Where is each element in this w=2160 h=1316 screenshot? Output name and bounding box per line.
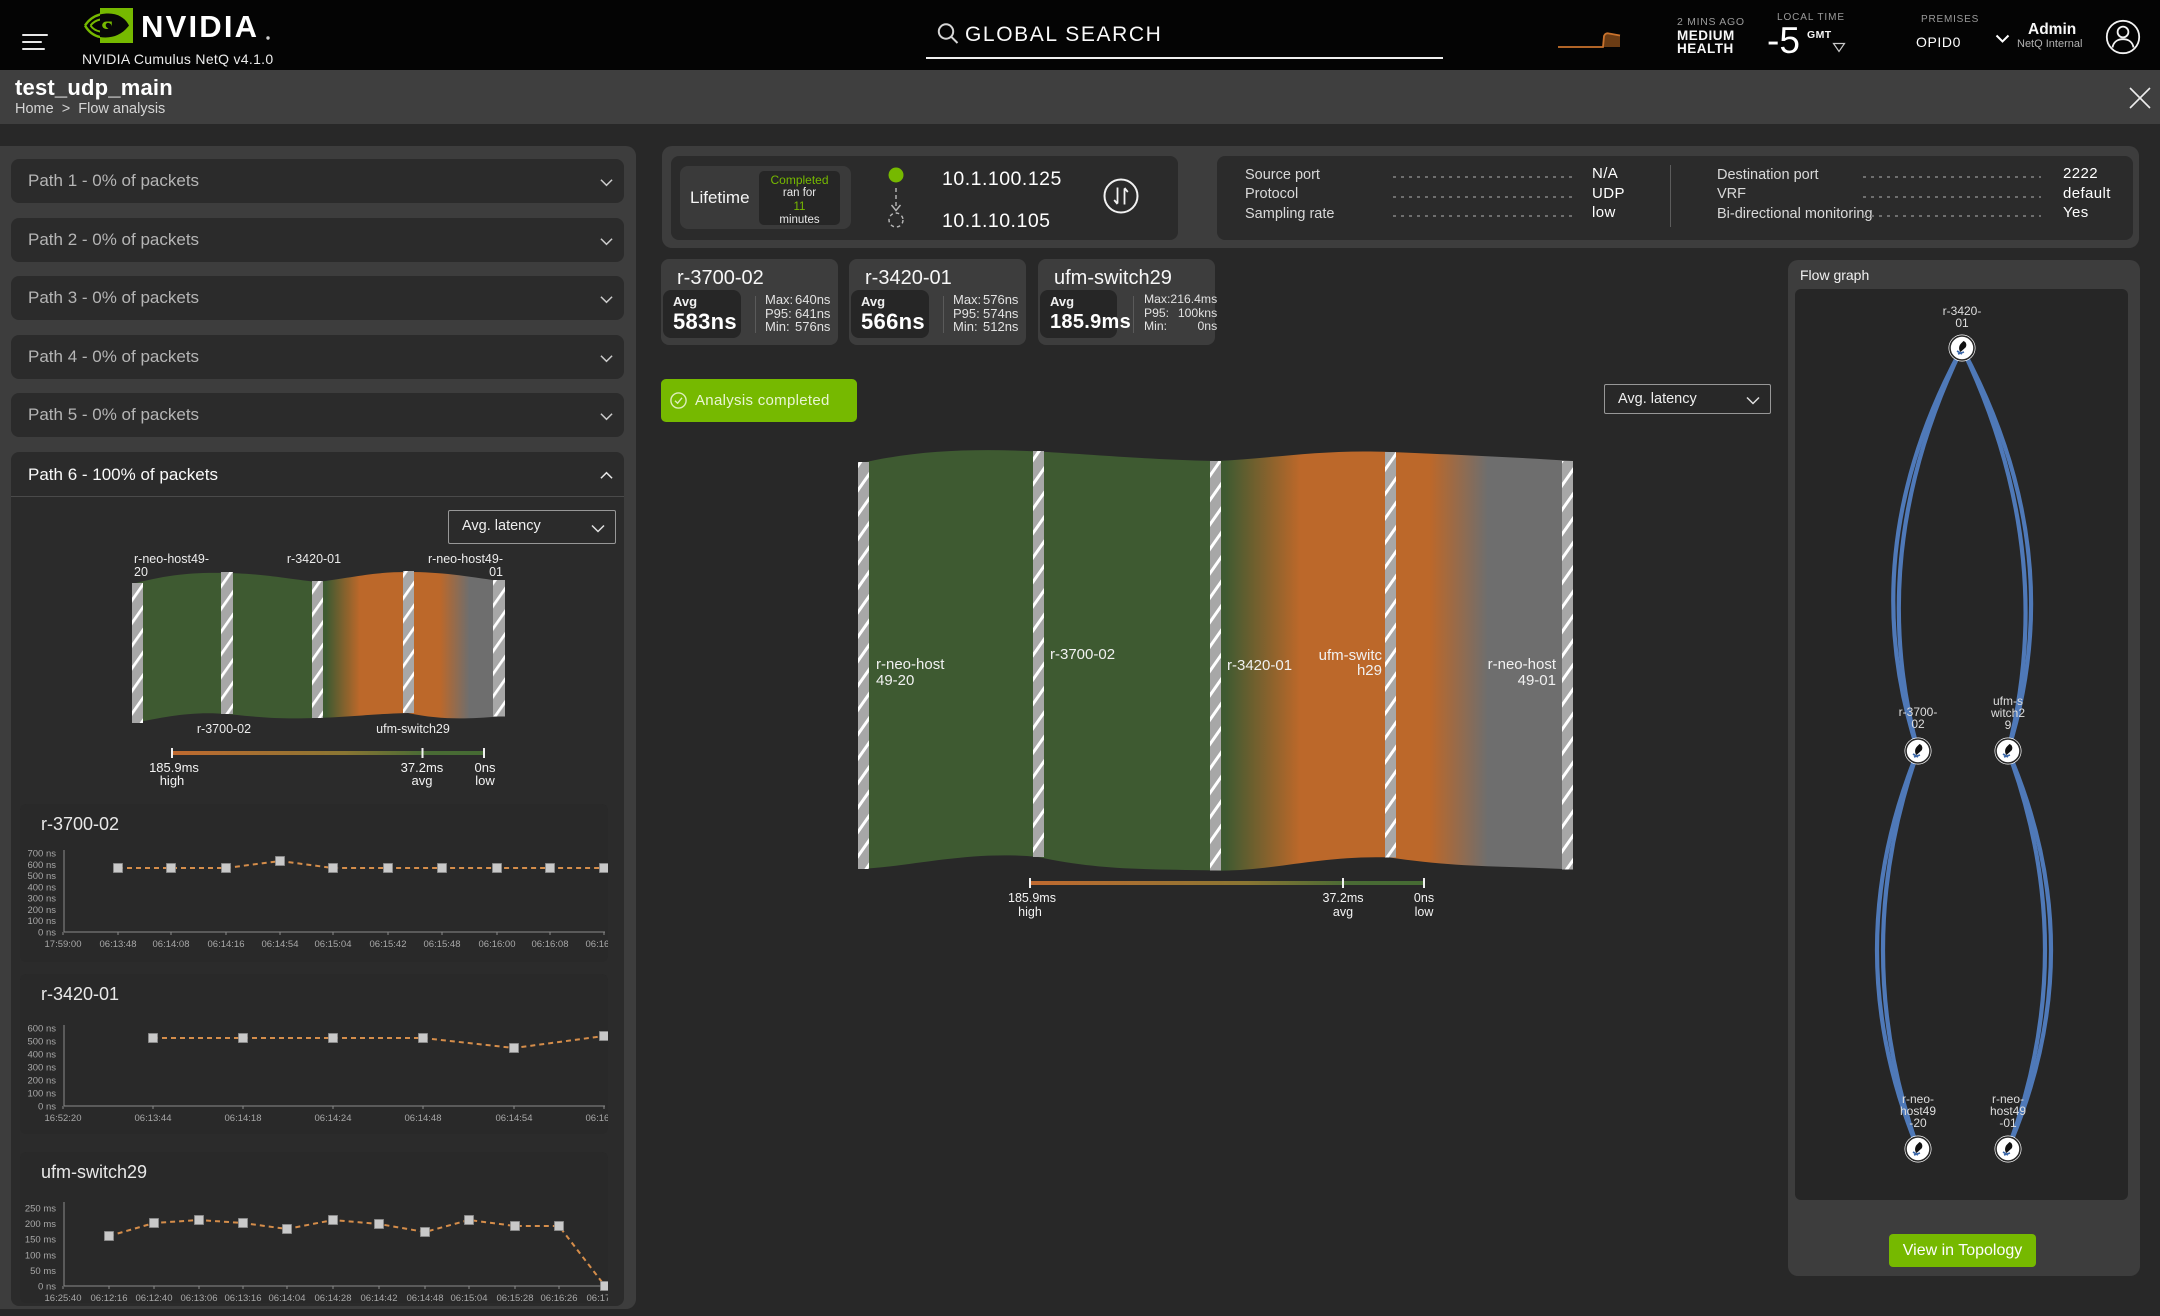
svg-text:r-neo-: r-neo- xyxy=(1902,1092,1934,1106)
svg-text:06:14:28: 06:14:28 xyxy=(315,1293,352,1304)
svg-text:700 ns: 700 ns xyxy=(27,849,56,860)
svg-text:host49: host49 xyxy=(1900,1104,1936,1118)
svg-text:0 ns: 0 ns xyxy=(38,1102,56,1113)
svg-text:16:52:20: 16:52:20 xyxy=(45,1113,82,1124)
svg-text:02: 02 xyxy=(1911,717,1925,731)
svg-text:r-neo-: r-neo- xyxy=(1992,1092,2024,1106)
svg-text:300 ns: 300 ns xyxy=(27,894,56,905)
svg-text:06:14:08: 06:14:08 xyxy=(153,939,190,950)
svg-text:06:13:48: 06:13:48 xyxy=(100,939,137,950)
svg-text:06:14:04: 06:14:04 xyxy=(269,1293,306,1304)
svg-text:high: high xyxy=(1018,905,1042,919)
svg-text:ufm-switc: ufm-switc xyxy=(1319,647,1383,664)
svg-text:06:16:00: 06:16:00 xyxy=(479,939,516,950)
svg-text:host49: host49 xyxy=(1990,1104,2026,1118)
svg-text:high: high xyxy=(160,773,185,788)
svg-text:r-3700-02: r-3700-02 xyxy=(197,722,251,736)
svg-text:06:17:42: 06:17:42 xyxy=(587,1293,608,1304)
svg-text:06:12:40: 06:12:40 xyxy=(136,1293,173,1304)
svg-text:ufm-s: ufm-s xyxy=(1993,694,2023,708)
svg-text:06:14:24: 06:14:24 xyxy=(315,1113,352,1124)
svg-text:avg: avg xyxy=(1333,905,1353,919)
svg-text:06:16:10: 06:16:10 xyxy=(586,939,608,950)
svg-text:low: low xyxy=(1415,905,1435,919)
svg-text:06:13:06: 06:13:06 xyxy=(181,1293,218,1304)
svg-text:06:16:08: 06:16:08 xyxy=(532,939,569,950)
svg-text:20: 20 xyxy=(134,565,148,579)
svg-text:300 ns: 300 ns xyxy=(27,1063,56,1074)
svg-text:avg: avg xyxy=(412,773,433,788)
svg-text:500 ns: 500 ns xyxy=(27,871,56,882)
svg-text:01: 01 xyxy=(489,565,503,579)
svg-text:600 ns: 600 ns xyxy=(27,1024,56,1035)
svg-text:01: 01 xyxy=(1955,316,1969,330)
svg-text:r-3420-01: r-3420-01 xyxy=(1227,657,1292,674)
svg-text:0 ns: 0 ns xyxy=(38,1282,56,1293)
svg-text:100 ns: 100 ns xyxy=(27,916,56,927)
svg-text:r-3420-01: r-3420-01 xyxy=(287,552,341,566)
svg-text:50 ms: 50 ms xyxy=(30,1266,56,1277)
svg-text:low: low xyxy=(475,773,495,788)
svg-text:49-20: 49-20 xyxy=(876,672,914,689)
svg-text:250 ms: 250 ms xyxy=(25,1204,56,1215)
svg-text:r-neo-host49-: r-neo-host49- xyxy=(428,552,503,566)
svg-text:600 ns: 600 ns xyxy=(27,860,56,871)
svg-text:06:13:44: 06:13:44 xyxy=(135,1113,172,1124)
svg-text:06:14:16: 06:14:16 xyxy=(208,939,245,950)
svg-text:r-neo-host: r-neo-host xyxy=(1488,656,1557,673)
svg-text:06:14:54: 06:14:54 xyxy=(262,939,299,950)
svg-text:0 ns: 0 ns xyxy=(38,928,56,939)
svg-text:r-neo-host: r-neo-host xyxy=(876,656,945,673)
svg-text:185.9ms: 185.9ms xyxy=(1008,891,1056,905)
svg-text:9: 9 xyxy=(2005,718,2012,732)
svg-text:06:15:42: 06:15:42 xyxy=(370,939,407,950)
svg-text:NVIDIA: NVIDIA xyxy=(141,9,259,44)
svg-text:0ns: 0ns xyxy=(475,760,496,775)
svg-text:200 ns: 200 ns xyxy=(27,905,56,916)
svg-text:h29: h29 xyxy=(1357,662,1382,679)
svg-text:06:12:16: 06:12:16 xyxy=(91,1293,128,1304)
svg-text:200 ms: 200 ms xyxy=(25,1219,56,1230)
svg-text:37.2ms: 37.2ms xyxy=(1323,891,1364,905)
svg-text:r-3420-: r-3420- xyxy=(1943,304,1982,318)
svg-text:witch2: witch2 xyxy=(1990,706,2025,720)
svg-text:06:15:28: 06:15:28 xyxy=(497,1293,534,1304)
svg-text:100 ms: 100 ms xyxy=(25,1250,56,1261)
svg-text:0ns: 0ns xyxy=(1414,891,1434,905)
svg-text:16:25:40: 16:25:40 xyxy=(45,1293,82,1304)
svg-text:06:14:18: 06:14:18 xyxy=(225,1113,262,1124)
svg-text:37.2ms: 37.2ms xyxy=(401,760,444,775)
svg-text:100 ns: 100 ns xyxy=(27,1089,56,1100)
svg-text:r-neo-host49-: r-neo-host49- xyxy=(134,552,209,566)
svg-text:06:13:16: 06:13:16 xyxy=(225,1293,262,1304)
svg-text:06:16:26: 06:16:26 xyxy=(541,1293,578,1304)
svg-text:17:59:00: 17:59:00 xyxy=(45,939,82,950)
svg-text:ufm-switch29: ufm-switch29 xyxy=(376,722,450,736)
svg-text:-20: -20 xyxy=(1909,1116,1927,1130)
svg-text:06:14:42: 06:14:42 xyxy=(361,1293,398,1304)
svg-text:-01: -01 xyxy=(1999,1116,2017,1130)
svg-text:400 ns: 400 ns xyxy=(27,882,56,893)
svg-text:200 ns: 200 ns xyxy=(27,1076,56,1087)
svg-text:06:15:04: 06:15:04 xyxy=(315,939,352,950)
svg-text:06:14:48: 06:14:48 xyxy=(407,1293,444,1304)
svg-text:500 ns: 500 ns xyxy=(27,1037,56,1048)
svg-text:06:14:48: 06:14:48 xyxy=(405,1113,442,1124)
svg-text:06:15:04: 06:15:04 xyxy=(451,1293,488,1304)
svg-text:49-01: 49-01 xyxy=(1518,672,1556,689)
svg-text:r-3700-: r-3700- xyxy=(1899,705,1938,719)
svg-text:r-3700-02: r-3700-02 xyxy=(1050,646,1115,663)
svg-text:185.9ms: 185.9ms xyxy=(149,760,199,775)
svg-text:06:16:00: 06:16:00 xyxy=(586,1113,608,1124)
svg-text:150 ms: 150 ms xyxy=(25,1235,56,1246)
svg-text:06:15:48: 06:15:48 xyxy=(424,939,461,950)
svg-text:400 ns: 400 ns xyxy=(27,1050,56,1061)
svg-text:06:14:54: 06:14:54 xyxy=(496,1113,533,1124)
